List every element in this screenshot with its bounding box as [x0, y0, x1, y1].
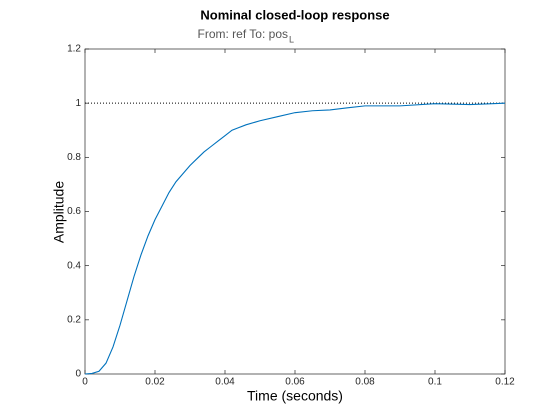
y-tick-label: 0.8: [67, 152, 81, 163]
y-tick-label: 0.4: [67, 260, 81, 271]
x-tick-label: 0.02: [145, 377, 165, 388]
response-line: [84, 102, 506, 375]
x-axis-label: Time (seconds): [247, 388, 343, 404]
plot-box: [84, 48, 506, 375]
x-tick-label: 0: [82, 377, 88, 388]
x-tick-label: 0.08: [355, 377, 375, 388]
chart-subtitle: From: ref To: pos: [198, 27, 288, 41]
y-tick-label: 0.2: [67, 314, 81, 325]
x-tick-label: 0.1: [428, 377, 442, 388]
x-tick-label: 0.12: [495, 377, 515, 388]
y-tick-label: 1.2: [67, 44, 81, 55]
chart-title: Nominal closed-loop response: [200, 7, 389, 22]
y-axis-label: Amplitude: [51, 181, 67, 243]
chart-subtitle-subscript: L: [289, 34, 294, 44]
x-tick-label: 0.04: [215, 377, 235, 388]
y-tick-label: 1: [75, 98, 81, 109]
x-tick-label: 0.06: [285, 377, 305, 388]
y-tick-label: 0.6: [67, 206, 81, 217]
y-tick-label: 0: [75, 369, 81, 380]
